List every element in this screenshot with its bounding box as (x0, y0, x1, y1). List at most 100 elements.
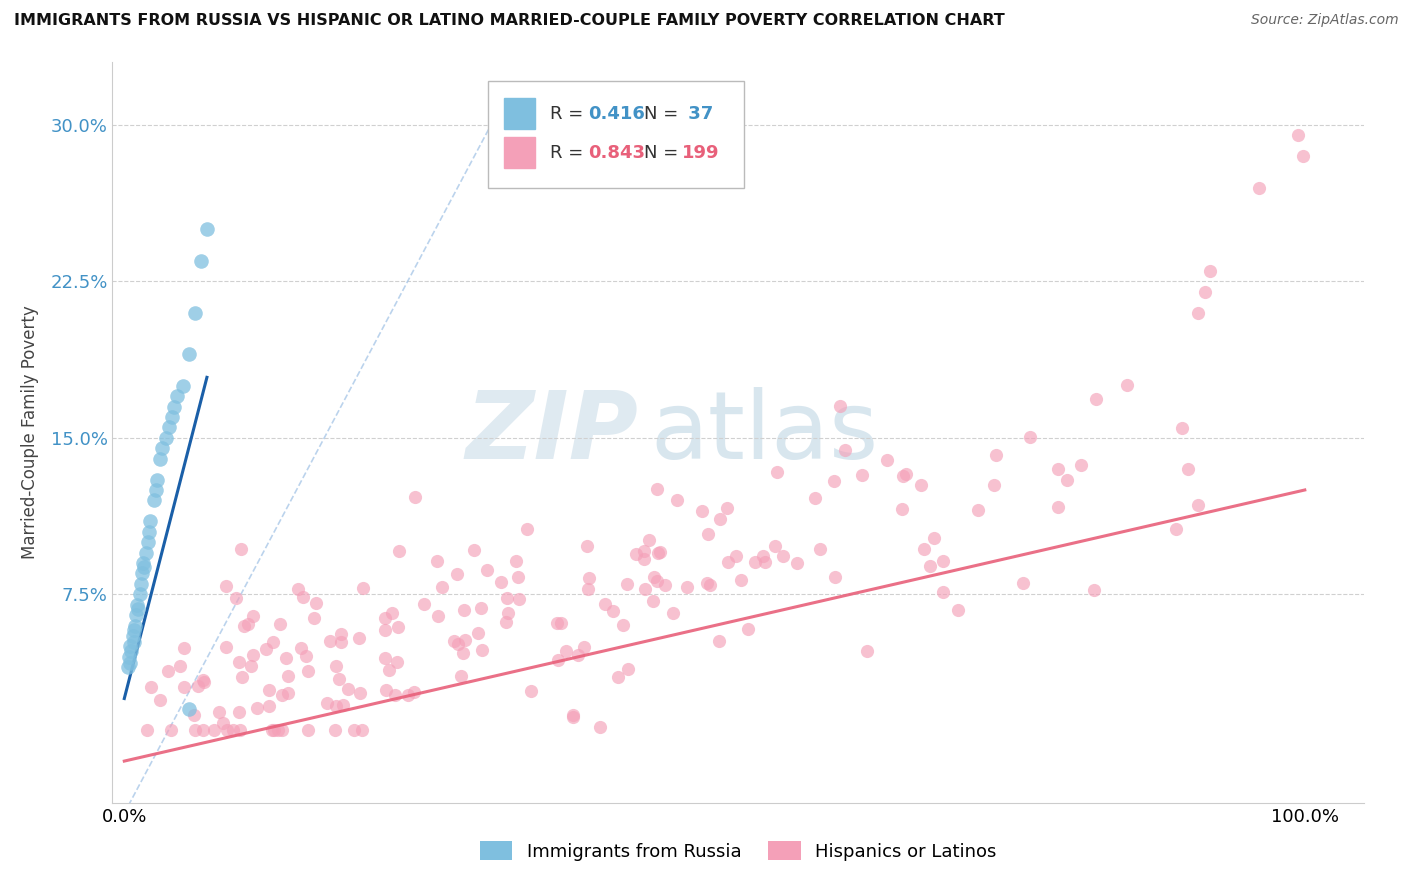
Point (388, 543, 411, 558)
Point (215, 723, 238, 737)
Point (214, 579, 236, 593)
Point (1177, 462, 1199, 476)
Point (160, 409, 183, 424)
Point (387, 620, 409, 634)
Point (412, 597, 434, 611)
Point (131, 566, 153, 581)
Point (316, 696, 339, 710)
Point (446, 566, 468, 581)
Point (259, 699, 281, 714)
Point (1286, 128, 1309, 143)
Point (1171, 420, 1194, 434)
Point (699, 578, 721, 592)
Point (463, 543, 485, 558)
Point (496, 591, 519, 605)
Point (297, 723, 319, 737)
Point (489, 574, 512, 589)
Point (470, 600, 492, 615)
Point (323, 723, 346, 737)
Point (129, 577, 152, 591)
Point (304, 611, 326, 625)
Point (505, 554, 527, 568)
Point (242, 609, 264, 624)
Point (426, 554, 449, 568)
Point (374, 650, 396, 665)
Point (387, 655, 409, 669)
Point (262, 635, 284, 649)
Point (451, 646, 474, 660)
Point (134, 560, 156, 574)
Point (145, 483, 167, 497)
Point (325, 699, 347, 714)
Point (574, 640, 596, 654)
Point (450, 669, 472, 683)
Point (166, 389, 188, 403)
Text: Source: ZipAtlas.com: Source: ZipAtlas.com (1251, 13, 1399, 28)
Point (725, 549, 748, 564)
Point (215, 640, 238, 655)
Point (169, 658, 191, 673)
Legend: Immigrants from Russia, Hispanics or Latinos: Immigrants from Russia, Hispanics or Lat… (472, 834, 1004, 868)
Point (337, 681, 360, 696)
Point (120, 656, 142, 670)
Point (595, 598, 617, 612)
Point (707, 634, 730, 648)
Point (295, 648, 318, 663)
Point (638, 533, 661, 548)
Text: ZIP: ZIP (465, 386, 638, 479)
Point (183, 708, 205, 723)
Point (1018, 430, 1040, 444)
Point (453, 602, 475, 616)
Point (179, 347, 201, 361)
Point (342, 723, 364, 737)
Point (896, 467, 918, 481)
Point (1070, 458, 1092, 472)
Point (550, 615, 572, 630)
Point (149, 451, 172, 466)
Point (329, 626, 352, 640)
Point (823, 475, 845, 489)
Point (1292, 149, 1315, 163)
Point (626, 547, 648, 561)
Point (946, 602, 969, 616)
Point (1247, 180, 1270, 194)
Point (633, 552, 655, 566)
Point (172, 378, 194, 392)
Point (427, 608, 450, 623)
Point (633, 543, 655, 558)
Point (190, 253, 212, 268)
Point (803, 491, 825, 505)
Point (187, 679, 209, 693)
Point (546, 615, 568, 630)
Point (891, 469, 914, 483)
Point (716, 500, 738, 515)
Point (160, 723, 183, 737)
Text: IMMIGRANTS FROM RUSSIA VS HISPANIC OR LATINO MARRIED-COUPLE FAMILY POVERTY CORRE: IMMIGRANTS FROM RUSSIA VS HISPANIC OR LA… (14, 13, 1005, 29)
Point (127, 602, 149, 616)
Point (191, 673, 214, 687)
Point (824, 569, 846, 583)
Point (297, 664, 319, 678)
Point (150, 442, 173, 456)
Point (228, 656, 250, 670)
Point (1047, 500, 1070, 514)
Point (374, 623, 396, 637)
Point (136, 723, 159, 737)
Point (1194, 285, 1216, 299)
Point (471, 643, 494, 657)
Point (696, 526, 718, 541)
Point (276, 650, 298, 665)
Point (475, 562, 498, 576)
Point (277, 686, 299, 700)
Point (271, 689, 294, 703)
Point (851, 467, 873, 482)
Point (204, 723, 226, 737)
Bar (505, 137, 536, 169)
Point (690, 504, 713, 518)
Bar (505, 98, 536, 129)
Point (634, 582, 657, 596)
Point (231, 542, 253, 557)
Point (122, 635, 145, 649)
Text: 0.843: 0.843 (588, 144, 645, 161)
Point (467, 625, 489, 640)
